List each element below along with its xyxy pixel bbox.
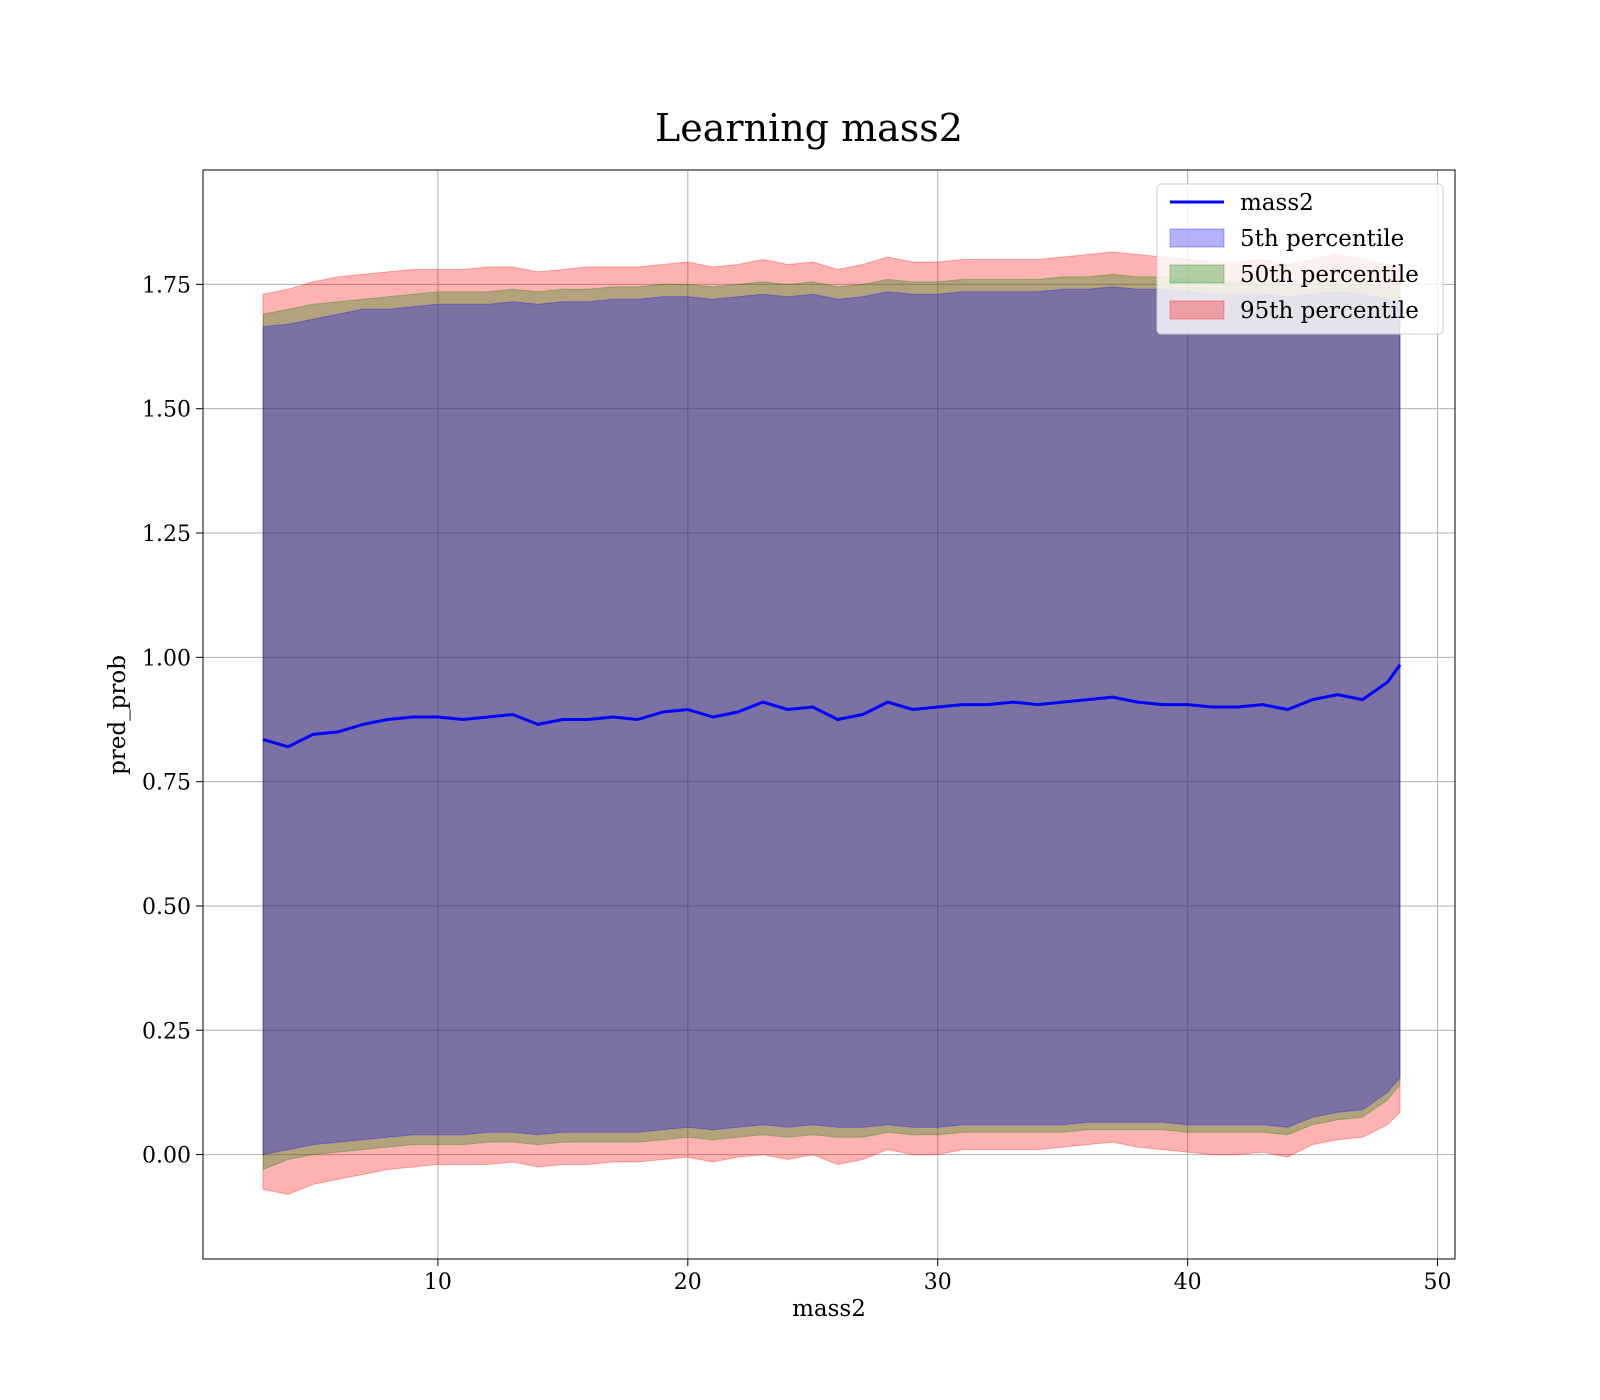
y-axis-label: pred_prob xyxy=(105,655,131,775)
x-tick-label: 20 xyxy=(674,1270,702,1295)
legend-item-5th-percentile: 5th percentile xyxy=(1169,226,1404,252)
legend-swatch xyxy=(1169,228,1225,248)
legend-item-95th-percentile: 95th percentile xyxy=(1169,298,1419,324)
legend-swatch xyxy=(1169,264,1225,284)
x-axis: 10 20 30 40 50 xyxy=(424,1259,1452,1295)
y-tick-label: 1.25 xyxy=(142,522,191,547)
series-line-mass2 xyxy=(262,663,1402,749)
x-axis-label: mass2 xyxy=(792,1296,866,1322)
band-5th-percentile xyxy=(262,286,1401,1156)
legend-frame xyxy=(1156,183,1444,335)
x-tick-label: 10 xyxy=(424,1270,452,1295)
chart-title: Learning mass2 xyxy=(655,106,963,150)
legend: mass2 5th percentile 50th percentile 95th p… xyxy=(1156,183,1444,335)
legend-label: 50th percentile xyxy=(1240,262,1419,288)
line-layer xyxy=(262,663,1402,749)
band-95th-percentile xyxy=(262,251,1401,1195)
x-tick-label: 30 xyxy=(924,1270,952,1295)
y-axis: 0.00 0.25 0.50 0.75 1.00 1.25 1.50 1.75 xyxy=(142,273,203,1169)
legend-label: 5th percentile xyxy=(1240,226,1404,252)
legend-item-50th-percentile: 50th percentile xyxy=(1169,262,1419,288)
band-50th-percentile xyxy=(262,273,1401,1171)
legend-item-mass2: mass2 xyxy=(1170,190,1314,216)
y-tick-label: 0.25 xyxy=(142,1019,191,1044)
x-tick-label: 40 xyxy=(1174,1270,1202,1295)
legend-label: 95th percentile xyxy=(1240,298,1419,324)
x-tick-label: 50 xyxy=(1424,1270,1452,1295)
legend-swatch xyxy=(1169,300,1225,320)
legend-label: mass2 xyxy=(1240,190,1314,216)
band-layer xyxy=(262,251,1401,1195)
y-tick-label: 0.75 xyxy=(142,771,191,796)
y-tick-label: 1.50 xyxy=(142,398,191,423)
y-tick-label: 1.75 xyxy=(142,273,191,298)
plot-frame xyxy=(202,169,1456,1260)
y-tick-label: 0.50 xyxy=(142,895,191,920)
y-tick-label: 0.00 xyxy=(142,1144,191,1169)
y-tick-label: 1.00 xyxy=(142,646,191,671)
